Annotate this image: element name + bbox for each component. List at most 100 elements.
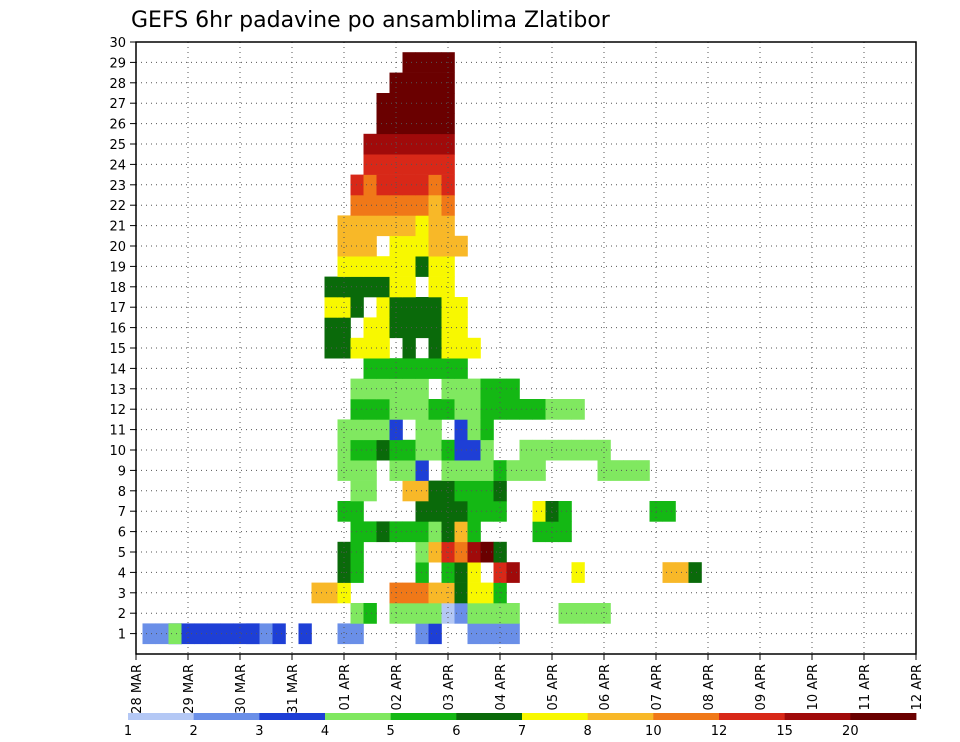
heatmap-cell (376, 215, 390, 237)
colorbar-swatch (390, 713, 457, 720)
heatmap-cell (441, 195, 455, 216)
heatmap-cell (402, 52, 416, 73)
heatmap-cell (636, 460, 650, 481)
heatmap-cell (441, 460, 455, 481)
heatmap-cell (480, 480, 494, 502)
heatmap-cell (363, 460, 377, 481)
y-tick-label: 25 (109, 138, 126, 153)
heatmap-cell (415, 297, 429, 318)
heatmap-cell (337, 235, 351, 257)
heatmap-cell (467, 337, 481, 359)
y-tick-label: 21 (109, 220, 126, 235)
heatmap-cell (428, 174, 442, 196)
heatmap-cell (441, 480, 455, 502)
heatmap-cell (428, 399, 442, 420)
heatmap-cell (532, 460, 546, 481)
chart-title: GEFS 6hr padavine po ansamblima Zlatibor (131, 8, 611, 33)
heatmap-cell (376, 133, 390, 155)
heatmap-cell (376, 419, 390, 441)
x-tick-label: 29 MAR (182, 664, 197, 714)
heatmap-cell (441, 521, 455, 543)
heatmap-cell (402, 358, 416, 379)
colorbar-swatch (128, 713, 195, 720)
heatmap-cell (337, 623, 351, 645)
heatmap-cell (571, 439, 585, 461)
heatmap-cell (610, 460, 624, 481)
colorbar: 1 2 3 4 5 6 7 8 10 12 15 20 (124, 713, 917, 739)
heatmap-cell (168, 623, 182, 645)
heatmap-cell (441, 399, 455, 420)
heatmap-cell (415, 113, 429, 135)
heatmap-cell (337, 501, 351, 522)
heatmap-cell (480, 460, 494, 481)
heatmap-cell (350, 562, 364, 583)
heatmap-cell (363, 174, 377, 196)
heatmap-cell (363, 521, 377, 543)
colorbar-swatch (456, 713, 523, 720)
heatmap-cell (350, 419, 364, 441)
heatmap-cell (441, 276, 455, 298)
heatmap-cell (376, 317, 390, 339)
heatmap-cell (532, 521, 546, 543)
y-tick-label: 20 (109, 240, 126, 255)
heatmap-cell (155, 623, 169, 645)
x-tick-label: 28 MAR (130, 664, 145, 714)
heatmap-cell (428, 317, 442, 339)
heatmap-cell (376, 93, 390, 114)
heatmap-cell (350, 541, 364, 563)
colorbar-label: 2 (190, 724, 198, 739)
colorbar-label: 5 (387, 724, 395, 739)
y-tick-label: 22 (109, 199, 126, 214)
heatmap-cell (441, 337, 455, 359)
heatmap-cell (428, 501, 442, 522)
heatmap-cell (441, 113, 455, 135)
heatmap-cell (415, 521, 429, 543)
heatmap-cell (415, 154, 429, 175)
heatmap-cell (363, 195, 377, 216)
y-tick-label: 26 (109, 118, 126, 133)
heatmap-cells (142, 52, 702, 645)
heatmap-cell (415, 582, 429, 604)
heatmap-cell (428, 623, 442, 645)
heatmap-cell (311, 582, 325, 604)
heatmap-cell (415, 439, 429, 461)
x-tick-label: 30 MAR (234, 664, 249, 714)
heatmap-cell (415, 603, 429, 624)
x-tick-label: 11 APR (858, 664, 873, 710)
heatmap-cell (402, 174, 416, 196)
heatmap-cell (467, 603, 481, 624)
heatmap-cell (376, 337, 390, 359)
y-tick-label: 7 (118, 505, 126, 520)
y-tick-label: 17 (109, 301, 126, 316)
heatmap-cell (506, 623, 520, 645)
heatmap-cell (350, 256, 364, 277)
heatmap-cell (207, 623, 221, 645)
heatmap-cell (558, 603, 572, 624)
heatmap-cell (415, 317, 429, 339)
heatmap-cell (350, 603, 364, 624)
heatmap-cell (428, 358, 442, 379)
y-tick-label: 13 (109, 383, 126, 398)
x-axis: 28 MAR 29 MAR 30 MAR 31 MAR 01 APR 02 APR 03 A… (130, 654, 925, 714)
x-tick-label: 08 APR (702, 664, 717, 710)
y-tick-label: 2 (118, 607, 126, 622)
heatmap-cell (415, 501, 429, 522)
heatmap-cell (428, 72, 442, 94)
heatmap-cell (402, 276, 416, 298)
heatmap-cell (376, 521, 390, 543)
heatmap-cell (558, 521, 572, 543)
heatmap-cell (337, 337, 351, 359)
y-tick-label: 23 (109, 179, 126, 194)
y-tick-label: 27 (109, 97, 126, 112)
x-tick-label: 06 APR (598, 664, 613, 710)
heatmap-cell (467, 541, 481, 563)
heatmap-cell (350, 337, 364, 359)
heatmap-cell (363, 439, 377, 461)
x-tick-label: 05 APR (546, 664, 561, 710)
heatmap-cell (428, 603, 442, 624)
heatmap-cell (350, 215, 364, 237)
heatmap-cell (428, 93, 442, 114)
heatmap-cell (415, 541, 429, 563)
heatmap-cell (493, 623, 507, 645)
